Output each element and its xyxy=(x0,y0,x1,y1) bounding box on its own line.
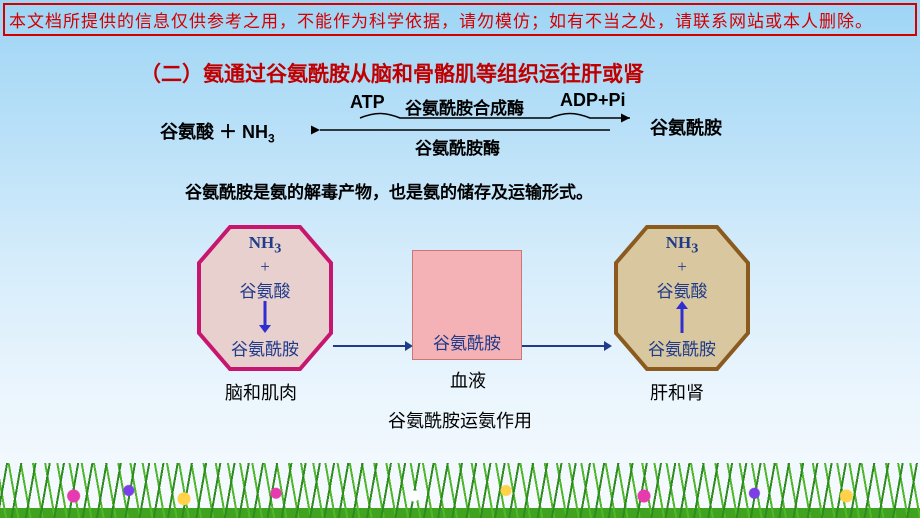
tissue-box-liver-kidney: NH3 + 谷氨酸 谷氨酰胺 xyxy=(612,223,752,373)
connector-arrow-right xyxy=(522,339,614,353)
tissue-box-brain-muscle: NH3 + 谷氨酸 谷氨酰胺 xyxy=(195,223,335,373)
glutamine-blood-label: 谷氨酰胺 xyxy=(413,329,521,354)
glutamine-label: 谷氨酰胺 xyxy=(612,335,752,360)
glutamine-label: 谷氨酰胺 xyxy=(195,335,335,360)
plus-sign: + xyxy=(195,257,335,277)
transport-diagram: NH3 + 谷氨酸 谷氨酰胺 脑和肌肉 谷氨酰胺 血液 xyxy=(0,215,920,435)
reaction-lhs: 谷氨酸 ＋ NH3 xyxy=(160,118,275,146)
connector-arrow-left xyxy=(333,339,415,353)
down-arrow-icon xyxy=(257,299,273,335)
slide: 本文档所提供的信息仅供参考之用，不能作为科学依据，请勿模仿；如有不当之处，请联系… xyxy=(0,0,920,518)
diagram-caption: 谷氨酰胺运氨作用 xyxy=(0,407,920,433)
section-heading: （二）氨通过谷氨酰胺从脑和骨骼肌等组织运往肝或肾 xyxy=(140,58,644,88)
nh3-label: NH3 xyxy=(612,233,752,257)
up-arrow-icon xyxy=(674,299,690,335)
tissue-label-right: 肝和肾 xyxy=(650,379,704,405)
plus-sign: + xyxy=(612,257,752,277)
lhs-text: 谷氨酸 ＋ NH xyxy=(160,122,268,142)
reaction-rhs: 谷氨酰胺 xyxy=(650,114,722,140)
lhs-sub: 3 xyxy=(268,132,275,146)
adp-label: ADP+Pi xyxy=(560,90,626,111)
reaction-note: 谷氨酰胺是氨的解毒产物，也是氨的储存及运输形式。 xyxy=(185,178,593,203)
reaction-scheme: 谷氨酸 ＋ NH3 ATP ADP+Pi 谷氨酰胺合成酶 谷氨酰胺酶 谷氨酰胺 xyxy=(150,90,790,170)
warning-banner: 本文档所提供的信息仅供参考之用，不能作为科学依据，请勿模仿；如有不当之处，请联系… xyxy=(3,3,917,36)
nh3-label: NH3 xyxy=(195,233,335,257)
reaction-arrows xyxy=(310,110,640,140)
blood-box: 谷氨酰胺 xyxy=(412,250,522,360)
tissue-label-left: 脑和肌肉 xyxy=(225,379,297,405)
footer-decoration xyxy=(0,463,920,518)
blood-label: 血液 xyxy=(450,367,486,393)
